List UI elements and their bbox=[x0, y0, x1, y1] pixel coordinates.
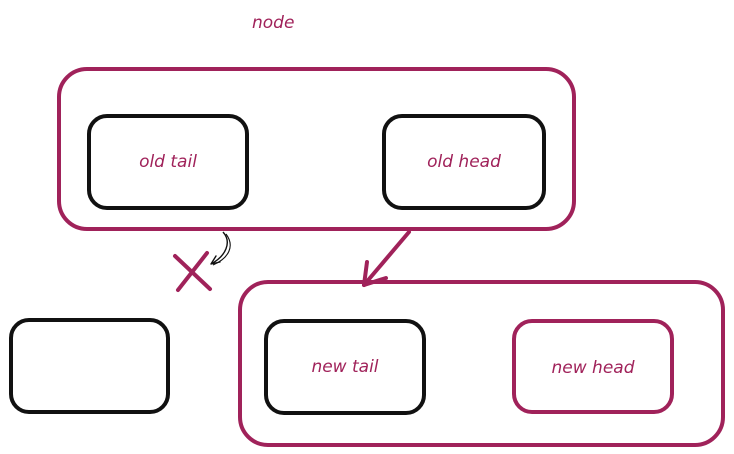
new-tail-label: new tail bbox=[311, 357, 378, 377]
old-head-label: old head bbox=[427, 152, 501, 172]
new-node-container bbox=[238, 280, 725, 447]
old-node-container bbox=[57, 67, 576, 231]
old-head-box bbox=[382, 114, 546, 210]
detached-box bbox=[9, 318, 170, 414]
new-head-box bbox=[512, 319, 674, 414]
old-tail-box bbox=[87, 114, 249, 210]
new-tail-box bbox=[264, 319, 426, 415]
arrow-icon bbox=[362, 230, 411, 287]
new-head-label: new head bbox=[552, 358, 635, 378]
curved-arrow-icon bbox=[210, 231, 231, 266]
cross-icon bbox=[173, 251, 212, 292]
diagram-title: node bbox=[252, 13, 294, 33]
old-tail-label: old tail bbox=[139, 152, 197, 172]
